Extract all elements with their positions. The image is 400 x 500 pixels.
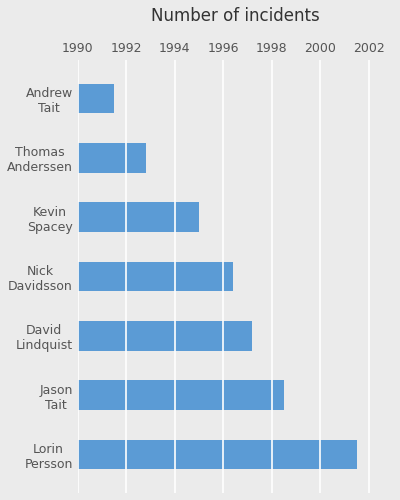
Bar	[78, 262, 233, 292]
Bar	[78, 143, 146, 172]
Bar	[78, 321, 252, 350]
Bar	[78, 202, 199, 232]
Bar	[78, 84, 114, 113]
Bar	[78, 380, 284, 410]
Bar	[78, 440, 357, 470]
Title: Number of incidents: Number of incidents	[151, 7, 320, 25]
